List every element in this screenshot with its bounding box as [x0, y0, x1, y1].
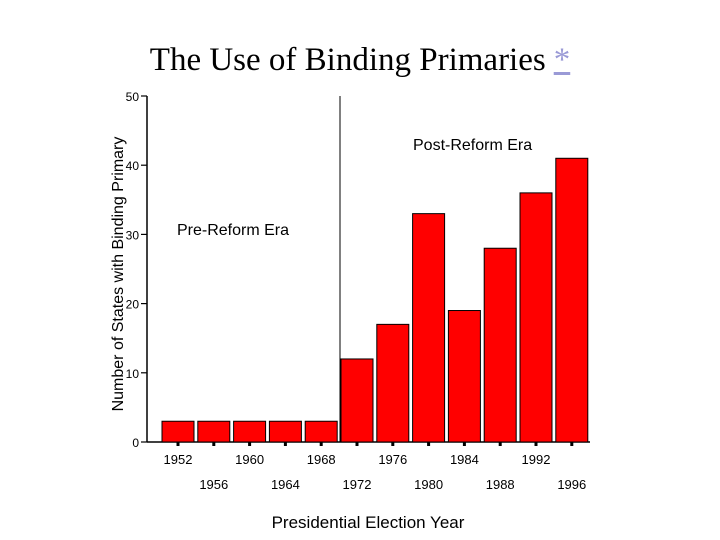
bar-1968 [304, 420, 338, 443]
x-tick-mark [570, 442, 574, 446]
bar-1956 [197, 420, 231, 443]
x-tick-label-1964: 1964 [271, 477, 300, 492]
x-tick-label-1972: 1972 [343, 477, 372, 492]
y-axis-label: Number of States with Binding Primary [110, 137, 127, 412]
bar-1972 [340, 358, 374, 443]
x-tick-label-1980: 1980 [414, 477, 443, 492]
bar-1976 [376, 323, 410, 443]
x-tick-mark [498, 442, 502, 446]
y-tick-label: 10 [126, 367, 140, 381]
bar-1984 [447, 310, 481, 443]
y-tick-label: 20 [126, 298, 140, 312]
annotation-pre-reform: Pre-Reform Era [177, 222, 289, 239]
y-tick-label: 30 [126, 228, 140, 242]
x-tick-label-1992: 1992 [522, 452, 551, 467]
bars [161, 157, 589, 443]
x-tick-mark [462, 442, 466, 446]
x-tick-label-1988: 1988 [486, 477, 515, 492]
x-tick-mark [319, 442, 323, 446]
x-tick-label-1976: 1976 [378, 452, 407, 467]
annotation-post-reform: Post-Reform Era [413, 137, 532, 154]
x-tick-mark [391, 442, 395, 446]
bar-1952 [161, 420, 195, 443]
y-tick-label: 50 [126, 90, 140, 104]
x-axis-label: Presidential Election Year [272, 513, 465, 532]
bar-1992 [519, 192, 553, 443]
x-tick-label-1984: 1984 [450, 452, 479, 467]
page-title: The Use of Binding Primaries * [0, 42, 720, 79]
footnote-link[interactable]: * [553, 42, 571, 78]
x-ticks: 1952 1956 1960 1964 1968 1972 1976 1980 1984 1988… [164, 442, 586, 492]
x-tick-label-1968: 1968 [307, 452, 336, 467]
x-tick-mark [212, 442, 216, 446]
bar-1960 [233, 420, 267, 443]
bar-1996 [555, 157, 589, 443]
x-tick-mark [534, 442, 538, 446]
x-tick-mark [248, 442, 252, 446]
x-tick-mark [427, 442, 431, 446]
x-tick-mark [176, 442, 180, 446]
x-tick-mark [283, 442, 287, 446]
bar-1988 [483, 247, 517, 443]
x-tick-mark [355, 442, 359, 446]
x-tick-label-1956: 1956 [199, 477, 228, 492]
x-tick-label-1996: 1996 [557, 477, 586, 492]
x-tick-label-1952: 1952 [164, 452, 193, 467]
x-tick-label-1960: 1960 [235, 452, 264, 467]
y-tick-label: 0 [132, 436, 139, 450]
bar-1964 [268, 420, 302, 443]
y-ticks: 0 10 20 30 40 50 [126, 90, 147, 450]
bar-1980 [412, 213, 446, 443]
title-text: The Use of Binding Primaries [149, 42, 546, 78]
y-tick-label: 40 [126, 159, 140, 173]
